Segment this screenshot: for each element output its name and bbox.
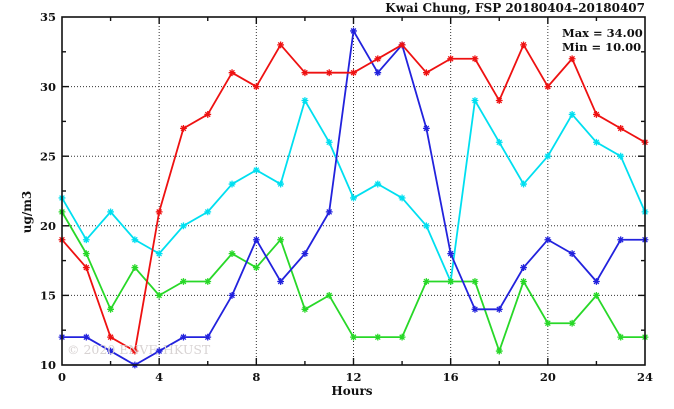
- y-tick-label: 10: [40, 358, 56, 372]
- x-tick-label: 16: [443, 370, 459, 384]
- min-value-label: Min = 10.00: [562, 40, 642, 54]
- x-tick-label: 4: [155, 370, 163, 384]
- watermark: © 2020 ENVF, HKUST: [67, 342, 211, 357]
- y-tick-label: 30: [40, 80, 56, 94]
- x-axis-title: Hours: [331, 384, 373, 398]
- stats-legend: Max = 34.00 Min = 10.00: [562, 26, 643, 54]
- y-axis-title: ug/m3: [20, 190, 34, 234]
- y-tick-label: 35: [40, 10, 56, 24]
- y-tick-label: 25: [40, 149, 56, 163]
- y-tick-label: 15: [40, 289, 56, 303]
- x-tick-label: 8: [252, 370, 260, 384]
- y-tick-label: 20: [40, 219, 56, 233]
- chart-title: Kwai Chung, FSP 20180404–20180407: [385, 1, 645, 15]
- x-tick-label: 20: [540, 370, 556, 384]
- x-tick-label: 12: [345, 370, 361, 384]
- max-value-label: Max = 34.00: [562, 26, 643, 40]
- x-tick-label: 0: [58, 370, 66, 384]
- x-tick-label: 24: [637, 370, 653, 384]
